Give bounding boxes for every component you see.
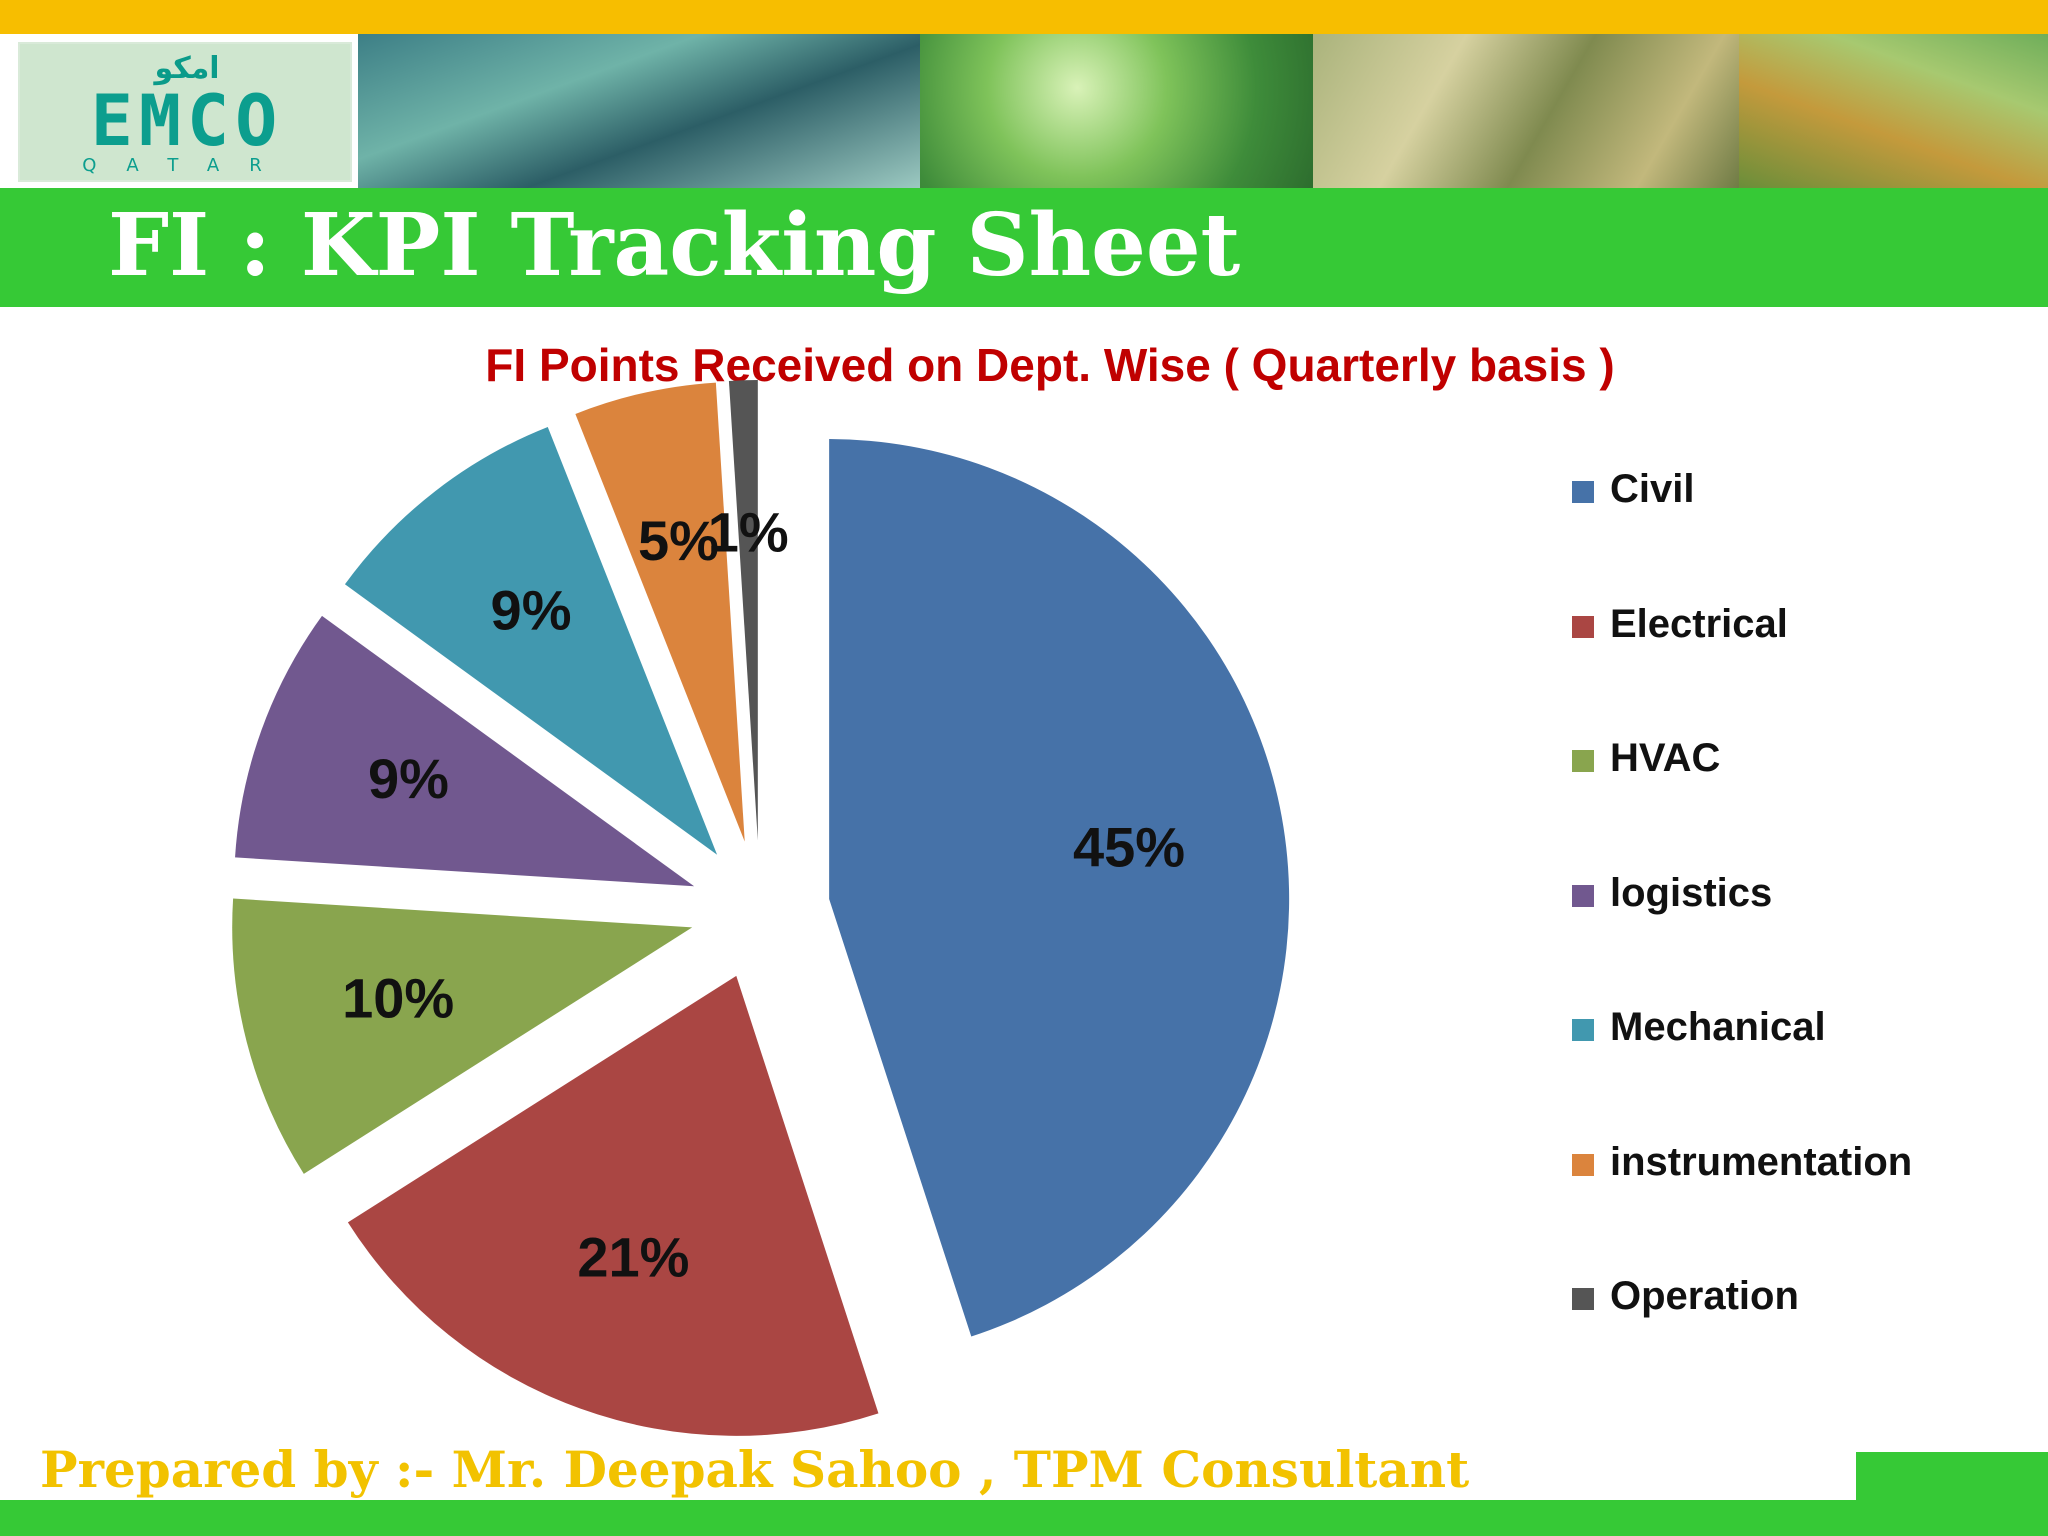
legend-swatch: [1572, 615, 1594, 638]
legend-label: logistics: [1610, 870, 1773, 915]
chart-title: FI Points Received on Dept. Wise ( Quart…: [485, 339, 1615, 391]
pie-label-operation: 1%: [708, 500, 789, 563]
legend-label: HVAC: [1610, 736, 1721, 780]
pie-slice-mechanical: [344, 426, 718, 855]
pie-label-instrumentation: 5%: [638, 509, 719, 572]
banner-photo-leaves: [920, 34, 1313, 188]
legend-label: Mechanical: [1610, 1005, 1826, 1049]
legend-swatch: [1572, 1288, 1594, 1310]
banner-photo-tree: [1739, 34, 2048, 188]
legend-swatch: [1572, 1153, 1594, 1176]
prepared-by-text: Prepared by :- Mr. Deepak Sahoo , TPM Co…: [40, 1440, 1470, 1499]
legend-swatch: [1572, 750, 1594, 772]
pie-label-civil: 45%: [1073, 815, 1185, 878]
pie-slice-hvac: [232, 898, 693, 1174]
pie-slice-operation: [728, 380, 758, 841]
logo-arabic-text: امكو: [154, 51, 220, 86]
legend-label: Civil: [1610, 467, 1695, 511]
banner-photo-industrial: [358, 34, 920, 188]
pie-slice-civil: [829, 439, 1290, 1337]
footer-bar: [0, 1500, 2048, 1536]
legend-label: Operation: [1610, 1274, 1799, 1318]
logo-main-text: EMCO: [90, 80, 284, 162]
legend-swatch: [1572, 481, 1594, 503]
pie-slice-logistics: [235, 615, 695, 887]
top-accent-strip: [0, 0, 2048, 34]
banner-photo-brush: [1313, 34, 1739, 188]
legend-label: Electrical: [1610, 601, 1788, 646]
pie-label-hvac: 10%: [342, 967, 454, 1030]
pie-slice-electrical: [347, 975, 879, 1436]
legend-swatch: [1572, 1019, 1594, 1041]
pie-slice-instrumentation: [575, 382, 745, 842]
pie-label-electrical: 21%: [577, 1225, 689, 1288]
pie-label-mechanical: 9%: [491, 579, 572, 642]
pie-label-logistics: 9%: [368, 747, 449, 810]
page-title: FI : KPI Tracking Sheet: [108, 195, 1241, 296]
header-banner: امكو EMCO QATAR: [0, 34, 2048, 188]
logo-frame: امكو EMCO QATAR: [18, 42, 352, 182]
legend-label: instrumentation: [1610, 1139, 1913, 1184]
emco-logo: امكو EMCO QATAR: [0, 34, 358, 188]
logo-sub-text: QATAR: [82, 155, 292, 176]
title-bar: [0, 188, 2048, 307]
legend-swatch: [1572, 884, 1594, 907]
footer-corner-box: [1856, 1452, 2048, 1502]
